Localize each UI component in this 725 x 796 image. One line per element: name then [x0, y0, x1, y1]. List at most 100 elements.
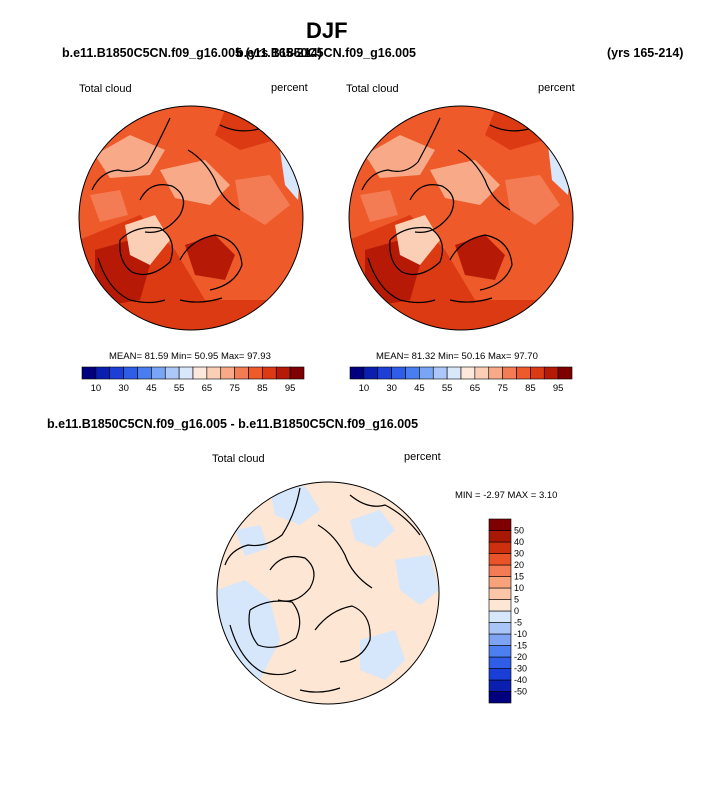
- left-case-label: b.e11.B1850C5CN.f09_g16.005 (yrs 165-214…: [62, 46, 322, 60]
- colorbar-tick-label: 15: [514, 572, 524, 582]
- region-mid: [360, 190, 398, 222]
- right-stats: MEAN= 81.32 Min= 50.16 Max= 97.70: [376, 351, 538, 362]
- colorbar-tick-label: 45: [146, 383, 157, 394]
- region-mid: [95, 135, 165, 178]
- colorbar-swatch: [488, 518, 512, 531]
- colorbar-tick-label: 10: [91, 383, 102, 394]
- colorbar-swatch: [474, 366, 490, 380]
- colorbar-swatch: [377, 366, 392, 380]
- colorbar-swatch: [516, 366, 531, 380]
- colorbar-swatch: [178, 366, 194, 380]
- right-colorbar: 10 30 45 55 65 75 85 95: [349, 366, 573, 394]
- colorbar-tick-label: -10: [514, 629, 527, 639]
- colorbar-tick-label: 10: [359, 383, 370, 394]
- colorbar-tick-label: 85: [257, 383, 268, 394]
- colorbar-swatch: [446, 366, 462, 380]
- diff-stats: MIN = -2.97 MAX = 3.10: [455, 490, 558, 501]
- left-stats: MEAN= 81.59 Min= 50.95 Max= 97.93: [109, 351, 271, 362]
- colorbar-tick-label: 95: [553, 383, 564, 394]
- region-mid: [505, 175, 560, 225]
- colorbar-tick-label: 30: [386, 383, 397, 394]
- colorbar-tick-label: 40: [514, 537, 524, 547]
- colorbar-tick-label: 0: [514, 606, 519, 616]
- colorbar-tick-label: -5: [514, 618, 522, 628]
- colorbar-swatch: [488, 679, 512, 692]
- colorbar-swatch: [530, 366, 545, 380]
- region-mid: [90, 190, 128, 222]
- colorbar-tick-label: 65: [202, 383, 213, 394]
- colorbar-swatch: [488, 576, 512, 589]
- colorbar-swatch: [405, 366, 420, 380]
- colorbar-tick-label: 55: [442, 383, 453, 394]
- colorbar-tick-label: -30: [514, 664, 527, 674]
- colorbar-tick-label: 30: [514, 549, 524, 559]
- colorbar-swatch: [164, 366, 180, 380]
- figure-title: DJF: [306, 18, 348, 43]
- right-units-label: percent: [538, 82, 575, 94]
- colorbar-tick-label: 45: [414, 383, 425, 394]
- colorbar-swatch: [391, 366, 406, 380]
- region-mid: [160, 160, 230, 205]
- colorbar-swatch: [248, 366, 263, 380]
- region-low: [280, 150, 300, 200]
- colorbar-swatch: [151, 366, 166, 380]
- colorbar-swatch: [543, 366, 559, 380]
- colorbar-swatch: [95, 366, 111, 380]
- colorbar-swatch: [488, 366, 503, 380]
- colorbar-swatch: [349, 366, 365, 380]
- left-variable-label: Total cloud: [79, 83, 132, 95]
- colorbar-swatch: [192, 366, 208, 380]
- colorbar-swatch: [275, 366, 291, 380]
- left-colorbar: 10 30 45 55 65 75 85 95: [81, 366, 305, 394]
- colorbar-tick-label: 5: [514, 595, 519, 605]
- colorbar-tick-label: -15: [514, 641, 527, 651]
- right-case-label: b.e11.B1850C5CN.f09_g16.005: [236, 46, 416, 60]
- colorbar-tick-label: -50: [514, 687, 527, 697]
- region-negative: [360, 630, 405, 680]
- colorbar-swatch: [488, 668, 512, 681]
- colorbar-swatch: [123, 366, 138, 380]
- colorbar-swatch: [289, 366, 305, 380]
- diff-units-label: percent: [404, 451, 441, 463]
- colorbar-swatch: [363, 366, 379, 380]
- diff-polar-map: [216, 481, 440, 705]
- colorbar-swatch: [488, 610, 512, 623]
- colorbar-tick-label: -20: [514, 652, 527, 662]
- colorbar-tick-label: -40: [514, 675, 527, 685]
- colorbar-swatch: [419, 366, 434, 380]
- region-negative: [350, 510, 395, 548]
- region-mid: [365, 135, 435, 178]
- colorbar-swatch: [220, 366, 235, 380]
- colorbar-swatch: [109, 366, 124, 380]
- colorbar-tick-label: 65: [470, 383, 481, 394]
- diff-variable-label: Total cloud: [212, 453, 265, 465]
- diff-case-label: b.e11.B1850C5CN.f09_g16.005 - b.e11.B185…: [47, 417, 419, 431]
- colorbar-swatch: [488, 530, 512, 543]
- colorbar-tick-label: 55: [174, 383, 185, 394]
- region-peak: [455, 235, 505, 280]
- right-case-years: (yrs 165-214): [607, 46, 684, 60]
- colorbar-swatch: [488, 587, 512, 600]
- colorbar-swatch: [502, 366, 517, 380]
- colorbar-tick-label: 20: [514, 560, 524, 570]
- left-polar-map: [78, 105, 304, 331]
- region-mid: [430, 160, 500, 205]
- colorbar-swatch: [557, 366, 573, 380]
- colorbar-tick-label: 85: [525, 383, 536, 394]
- right-polar-map: [348, 105, 574, 331]
- colorbar-swatch: [234, 366, 249, 380]
- colorbar-swatch: [460, 366, 476, 380]
- colorbar-swatch: [488, 633, 512, 646]
- region-negative: [235, 525, 268, 556]
- coastlines: [224, 487, 421, 693]
- colorbar-swatch: [488, 656, 512, 669]
- colorbar-swatch: [488, 622, 512, 635]
- colorbar-swatch: [488, 564, 512, 577]
- colorbar-tick-label: 75: [229, 383, 240, 394]
- colorbar-swatch: [137, 366, 152, 380]
- colorbar-tick-label: 10: [514, 583, 524, 593]
- colorbar-tick-label: 30: [118, 383, 129, 394]
- colorbar-swatch: [206, 366, 222, 380]
